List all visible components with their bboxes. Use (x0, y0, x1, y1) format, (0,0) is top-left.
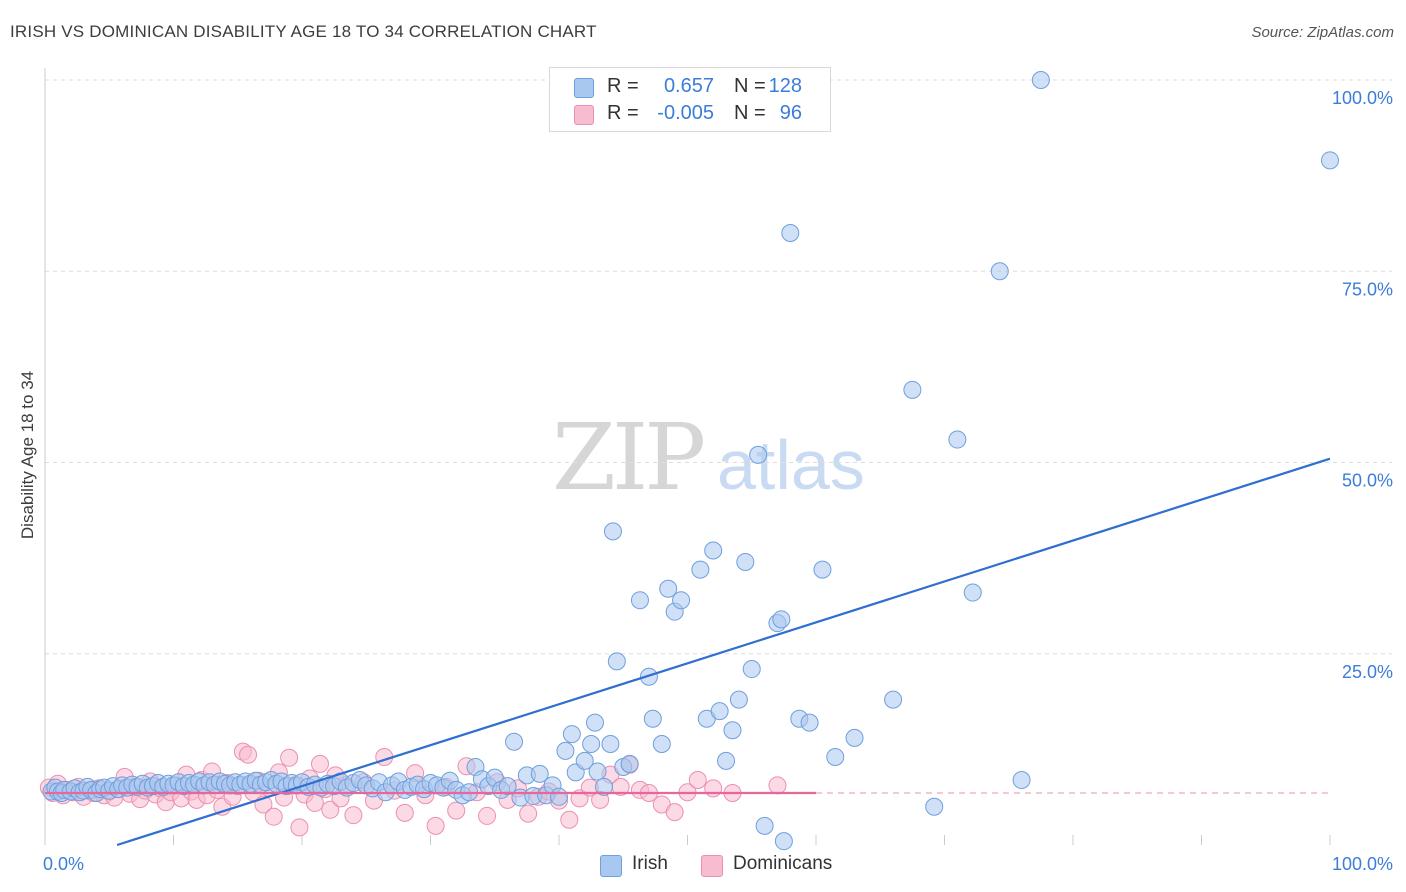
irish-point (585, 713, 604, 732)
y-tick-label: 100.0% (1332, 88, 1393, 108)
irish-point (530, 764, 549, 783)
x-tick-label: 100.0% (1332, 854, 1393, 874)
irish-point (749, 445, 768, 464)
dominicans-point (560, 810, 579, 829)
irish-point (1031, 71, 1050, 89)
irish-point (963, 583, 982, 602)
y-tick-label: 25.0% (1342, 662, 1393, 682)
irish-point (562, 725, 581, 744)
irish-point (1321, 151, 1339, 170)
irish-point (620, 754, 639, 773)
dominicans-swatch (701, 855, 723, 877)
y-tick-label: 50.0% (1342, 471, 1393, 491)
irish-point (903, 380, 922, 399)
irish-point (990, 262, 1009, 281)
dominicans-point (239, 745, 258, 764)
dominicans-point (321, 800, 340, 819)
irish-point (948, 430, 967, 449)
irish-point (729, 690, 748, 709)
irish-point (826, 748, 845, 767)
legend-swatch-dominicans (574, 105, 594, 125)
dominicans-point (395, 803, 414, 822)
chart-title: IRISH VS DOMINICAN DISABILITY AGE 18 TO … (10, 22, 597, 41)
irish-point (742, 660, 761, 679)
trend-layer (45, 457, 1331, 847)
legend-r-value: -0.005 (657, 102, 714, 124)
dominicans-point (478, 806, 497, 825)
irish-point (594, 777, 613, 796)
dominicans-point (290, 818, 309, 837)
legend-n-label: N = (734, 102, 766, 124)
tick-labels: 25.0% 50.0% 75.0% 100.0% 0.0% 100.0% (43, 88, 1393, 874)
irish-point (601, 735, 620, 754)
axis-layer (44, 68, 1331, 845)
legend-r-value: 0.657 (663, 75, 714, 97)
irish-point (925, 797, 944, 816)
irish-point (652, 735, 671, 754)
legend-n-value: 128 (768, 75, 802, 97)
irish-point (603, 522, 622, 541)
x-tick-label: 0.0% (43, 854, 84, 874)
irish-point (588, 762, 607, 781)
series-legend: Irish Dominicans (0, 853, 1406, 877)
irish-point (672, 591, 691, 610)
dominicans-point (768, 776, 787, 795)
irish-point (556, 741, 575, 760)
grid-layer (45, 79, 1392, 655)
irish-point (505, 732, 524, 751)
irish-point (800, 713, 819, 732)
legend-r-label: R = (607, 102, 639, 124)
irish-point (772, 610, 791, 629)
legend-r-label: R = (607, 75, 639, 97)
irish-point (498, 777, 517, 796)
dominicans-point (264, 807, 283, 826)
dominicans-point (310, 754, 329, 773)
legend-n-value: 96 (779, 102, 802, 124)
irish-point (845, 728, 864, 747)
dominicans-legend-label: Dominicans (733, 853, 833, 874)
irish-point (774, 832, 793, 851)
y-tick-label: 75.0% (1342, 279, 1393, 299)
legend-n-label: N = (734, 75, 766, 97)
y-axis-label: Disability Age 18 to 34 (18, 370, 37, 540)
irish-point (704, 541, 723, 560)
irish-point (575, 751, 594, 770)
irish-point (710, 702, 729, 721)
dominicans-point (426, 816, 445, 835)
dominicans-point (280, 748, 299, 767)
legend-row-irish: R = 0.657 N = 128 (550, 73, 830, 101)
dominicans-point (688, 770, 707, 789)
legend-row-dominicans: R = -0.005 N = 96 (550, 100, 830, 128)
irish-point (1012, 770, 1031, 789)
irish-point (582, 735, 601, 754)
dominicans-point (665, 803, 684, 822)
dominicans-point (704, 779, 723, 798)
irish-point (691, 560, 710, 579)
irish-point (607, 652, 626, 671)
irish-point (717, 751, 736, 770)
irish-trendline (116, 457, 1331, 847)
irish-point (630, 591, 649, 610)
irish-point (813, 560, 832, 579)
irish-swatch (600, 855, 622, 877)
irish-point (550, 787, 568, 806)
irish-point (755, 816, 774, 835)
irish-legend-label: Irish (632, 853, 668, 874)
dominicans-point (305, 793, 324, 812)
correlation-legend: R = 0.657 N = 128 R = -0.005 N = 96 (549, 67, 831, 132)
irish-point (884, 690, 903, 709)
irish-point (659, 579, 678, 598)
dominicans-point (519, 804, 538, 823)
legend-swatch-irish (574, 78, 594, 98)
dominicans-point (344, 806, 363, 825)
irish-point (723, 721, 742, 740)
irish-points (42, 71, 1339, 851)
dominicans-point (447, 801, 466, 820)
irish-point (781, 224, 800, 242)
source-label: Source: ZipAtlas.com (1251, 24, 1394, 41)
irish-point (643, 709, 662, 728)
irish-point (736, 552, 755, 571)
